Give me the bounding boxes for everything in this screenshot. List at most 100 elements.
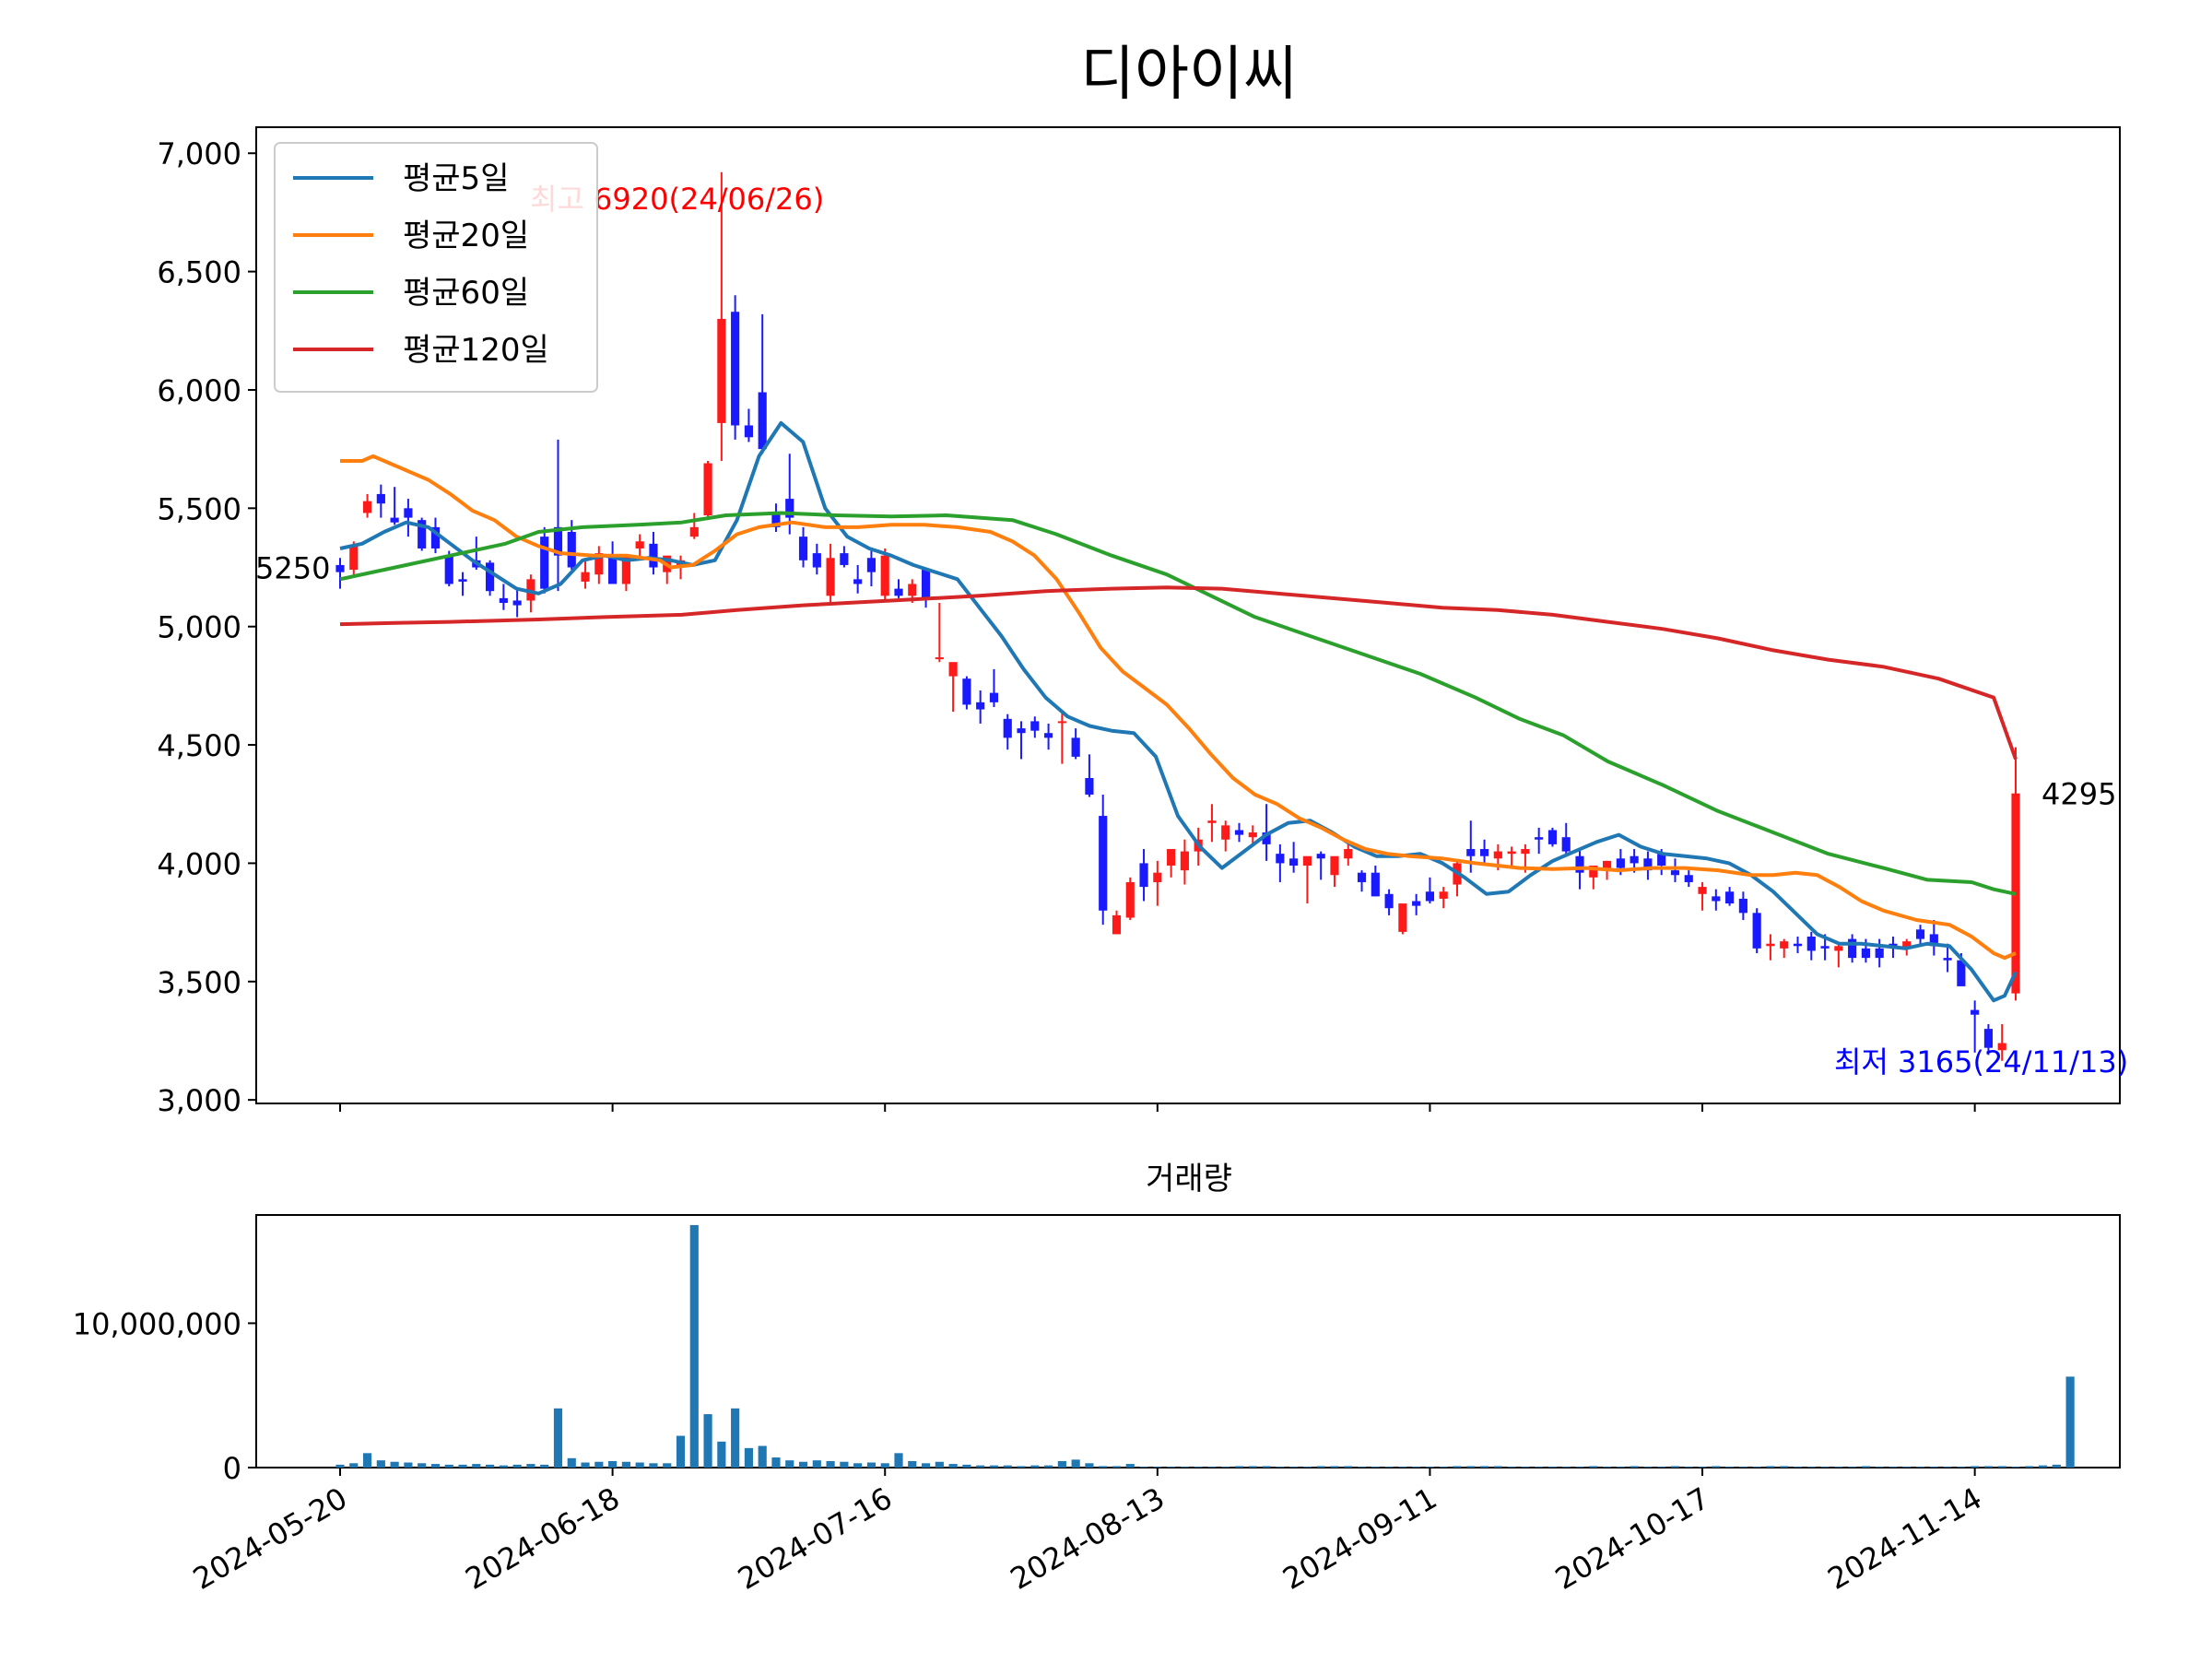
- candle-body: [798, 537, 808, 560]
- candle-body: [1971, 1009, 1980, 1015]
- ma-line-3: [339, 511, 2017, 896]
- volume-bar: [1657, 1467, 1666, 1468]
- volume-bar: [1262, 1466, 1271, 1468]
- candle-body: [418, 520, 427, 548]
- volume-bar: [418, 1463, 427, 1468]
- volume-bar: [526, 1464, 535, 1468]
- candle-body: [1112, 914, 1122, 935]
- candle-body: [908, 584, 917, 596]
- chart-title: 디아이씨: [1080, 41, 1298, 109]
- last-price-label: 4295: [2041, 777, 2116, 812]
- volume-bar: [1344, 1466, 1353, 1468]
- volume-bar: [1289, 1467, 1299, 1468]
- volume-bar: [1099, 1466, 1108, 1468]
- volume-bar: [594, 1461, 604, 1468]
- volume-bar: [1630, 1466, 1639, 1468]
- candle-body: [458, 579, 467, 582]
- min-annotation: 최저 3165(24/11/13): [1834, 1044, 2128, 1079]
- candle-body: [1820, 946, 1830, 949]
- candle-body: [1003, 718, 1012, 738]
- candle-body: [1766, 943, 1775, 947]
- y-tick-label: 4,000: [157, 846, 241, 881]
- volume-bar: [1384, 1467, 1394, 1468]
- ma-line-1: [339, 420, 2018, 1003]
- volume-bar: [376, 1460, 385, 1468]
- candle-body: [1575, 855, 1584, 873]
- y-tick-label: 3,000: [157, 1083, 241, 1118]
- volume-bar: [1071, 1459, 1080, 1468]
- candle-body: [376, 493, 385, 504]
- candle-body: [1521, 849, 1530, 855]
- candle-body: [1384, 893, 1394, 909]
- volume-bar: [2038, 1465, 2048, 1468]
- volume-bar: [1806, 1467, 1816, 1468]
- volume-bar: [1398, 1467, 1407, 1468]
- y-tick-label: 5,000: [157, 610, 241, 645]
- volume-bar: [1439, 1467, 1448, 1468]
- volume-title: 거래량: [1146, 1161, 1232, 1197]
- candle-body: [526, 579, 535, 601]
- candle-body: [1738, 898, 1747, 914]
- volume-bar: [1766, 1466, 1775, 1468]
- volume-bar: [1207, 1467, 1217, 1468]
- volume-bar: [717, 1441, 726, 1468]
- candle-body: [1888, 943, 1898, 947]
- volume-bar: [430, 1464, 441, 1468]
- volume-bar: [976, 1465, 985, 1468]
- candle-body: [1630, 855, 1639, 864]
- volume-bar: [1603, 1467, 1612, 1468]
- y-tick-label: 6,500: [157, 255, 241, 290]
- volume-bar: [1057, 1460, 1066, 1468]
- volume-bar: [1793, 1467, 1803, 1468]
- legend-label-3: 평균60일: [403, 275, 529, 312]
- candle-body: [349, 546, 359, 571]
- candle-body: [1071, 737, 1080, 757]
- candle-body: [512, 600, 522, 606]
- candle-body: [649, 543, 658, 568]
- volume-bar: [553, 1408, 563, 1468]
- candle-body: [894, 588, 903, 596]
- volume-bar: [1575, 1467, 1584, 1468]
- volume-bar: [1616, 1467, 1625, 1468]
- candle-body: [689, 526, 699, 537]
- candle-body: [989, 692, 999, 702]
- volume-bar: [1044, 1465, 1053, 1468]
- candle-body: [430, 526, 441, 548]
- volume-bar: [1535, 1467, 1544, 1468]
- candle-body: [594, 553, 604, 575]
- candle-body: [335, 564, 345, 572]
- volume-bar: [771, 1457, 781, 1468]
- ma-line-4: [339, 585, 2018, 761]
- volume-bar: [758, 1445, 767, 1468]
- candle-body: [1153, 872, 1162, 882]
- candle-body: [1698, 887, 1707, 894]
- candle-body: [717, 318, 726, 423]
- candle-body: [444, 555, 453, 584]
- volume-bar: [2011, 1467, 2020, 1468]
- volume-bar: [1820, 1467, 1830, 1468]
- volume-y-tick-label: 0: [223, 1451, 241, 1486]
- candle-body: [758, 392, 767, 450]
- volume-bar: [1357, 1467, 1367, 1468]
- volume-bar: [1276, 1467, 1285, 1468]
- volume-bar: [744, 1447, 753, 1468]
- candle-body: [1861, 948, 1870, 959]
- legend-label-1: 평균5일: [403, 160, 509, 197]
- volume-bar: [2052, 1464, 2061, 1468]
- candle-body: [1670, 870, 1680, 876]
- volume-bar: [608, 1460, 618, 1468]
- volume-bar: [1125, 1464, 1135, 1468]
- volume-bar: [458, 1464, 467, 1468]
- volume-bar: [812, 1460, 821, 1468]
- volume-bar: [826, 1460, 835, 1468]
- volume-bar: [785, 1460, 794, 1468]
- volume-bar: [1589, 1466, 1598, 1468]
- candle-body: [921, 570, 931, 598]
- candle-body: [1398, 903, 1407, 932]
- volume-bar: [1902, 1467, 1912, 1468]
- candle-body: [1139, 863, 1148, 888]
- candle-body: [1017, 728, 1026, 734]
- candle-body: [1302, 855, 1312, 866]
- candle-body: [1725, 891, 1735, 904]
